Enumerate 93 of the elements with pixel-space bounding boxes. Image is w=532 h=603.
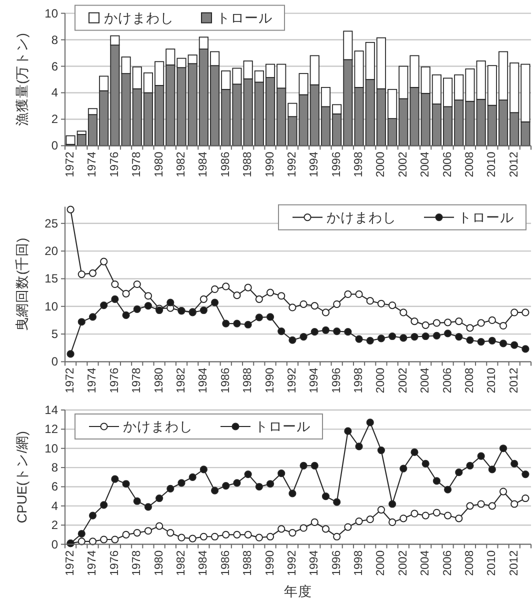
x-tick-label: 1998: [353, 550, 366, 576]
x-tick-label: 1996: [330, 152, 343, 178]
x-tick-label: 1988: [242, 368, 254, 394]
y-tick-label: 4: [51, 86, 58, 100]
y-tick-label: 8: [51, 32, 58, 47]
x-tick-label: 1990: [264, 550, 276, 576]
y-axis-title: CPUE(トン/網): [14, 431, 30, 524]
x-tick-label: 1990: [264, 368, 276, 394]
x-tick-label: 1980: [153, 550, 166, 576]
x-tick-label: 1992: [286, 550, 298, 576]
x-tick-label: 2006: [442, 550, 454, 576]
x-tick-label: 2004: [420, 151, 432, 178]
x-tick-label: 2004: [420, 550, 432, 576]
x-tick-label: 1978: [131, 152, 144, 178]
x-tick-label: 1974: [86, 367, 99, 394]
y-tick-label: 8: [51, 460, 58, 475]
x-tick-label: 1994: [308, 367, 321, 394]
x-tick-label: 2006: [442, 152, 454, 178]
legend-label: トロール: [216, 10, 272, 26]
x-tick-label: 2002: [397, 368, 410, 394]
x-tick-label: 2000: [375, 368, 388, 394]
x-tick-label: 1980: [153, 152, 166, 178]
x-tick-label: 2006: [442, 368, 454, 394]
x-tick-label: 1982: [176, 550, 188, 576]
y-tick-label: 12: [44, 422, 58, 436]
x-tick-label: 1972: [64, 550, 77, 576]
y-tick-label: 0: [51, 537, 58, 552]
x-tick-label: 1994: [308, 550, 321, 576]
x-tick-label: 1982: [176, 152, 188, 178]
legend-label: トロール: [254, 419, 310, 434]
y-tick-label: 14: [44, 403, 58, 417]
x-tick-label: 1988: [242, 152, 254, 178]
x-tick-label: 1986: [220, 152, 232, 178]
x-tick-label: 1994: [308, 151, 321, 178]
x-tick-label: 1998: [353, 368, 366, 394]
x-tick-label: 1992: [286, 368, 298, 394]
x-tick-label: 1998: [353, 152, 366, 178]
x-tick-label: 2008: [464, 152, 476, 178]
x-tick-label: 1992: [286, 152, 298, 178]
y-tick-label: 0: [51, 354, 58, 369]
x-tick-label: 2012: [508, 152, 520, 178]
y-tick-label: 6: [51, 59, 58, 74]
x-tick-label: 1976: [108, 152, 121, 178]
x-tick-label: 2012: [508, 368, 520, 394]
y-tick-label: 2: [51, 112, 58, 126]
x-tick-label: 1978: [131, 550, 144, 576]
y-tick-label: 20: [44, 244, 58, 258]
x-tick-label: 2008: [464, 550, 476, 576]
legend-label: かけまわし: [326, 210, 396, 225]
y-tick-label: 4: [51, 498, 58, 513]
x-tick-label: 1984: [198, 151, 210, 178]
legend-label: トロール: [458, 210, 514, 225]
y-tick-label: 25: [44, 216, 58, 230]
y-axis-title: 曳網回数(千回): [14, 238, 30, 331]
y-axis-title: 漁獲量(万トン): [14, 33, 30, 126]
legend-label: かけまわし: [104, 10, 174, 26]
y-tick-label: 6: [51, 480, 58, 494]
x-tick-label: 1972: [64, 368, 77, 394]
x-tick-label: 1974: [86, 151, 99, 178]
x-tick-label: 2010: [486, 550, 498, 576]
x-tick-label: 1984: [198, 367, 210, 394]
x-tick-label: 2002: [397, 152, 410, 178]
x-tick-label: 2002: [397, 550, 410, 576]
x-tick-label: 2010: [486, 368, 498, 394]
x-tick-label: 1980: [153, 368, 166, 394]
x-tick-label: 1990: [264, 152, 276, 178]
y-tick-label: 5: [51, 327, 58, 342]
x-tick-label: 1978: [131, 368, 144, 394]
x-tick-label: 1986: [220, 550, 232, 576]
y-tick-label: 2: [51, 518, 58, 532]
x-tick-label: 1996: [330, 550, 343, 576]
x-tick-label: 1986: [220, 368, 232, 394]
y-tick-label: 10: [44, 6, 58, 20]
x-tick-label: 2008: [464, 368, 476, 394]
x-tick-label: 1974: [86, 550, 99, 576]
x-tick-label: 2010: [486, 152, 498, 178]
x-tick-label: 1982: [176, 368, 188, 394]
x-tick-label: 2004: [420, 367, 432, 394]
y-tick-label: 0: [51, 138, 58, 153]
x-tick-label: 1976: [108, 368, 121, 394]
x-tick-label: 1988: [242, 550, 254, 576]
y-tick-label: 15: [44, 272, 58, 286]
x-tick-label: 1984: [198, 550, 210, 576]
x-tick-label: 1996: [330, 368, 343, 394]
x-tick-label: 1976: [108, 550, 121, 576]
y-tick-label: 10: [44, 299, 58, 314]
x-tick-label: 2000: [375, 550, 388, 576]
legend-label: かけまわし: [123, 419, 193, 434]
y-tick-label: 10: [44, 441, 58, 456]
x-tick-label: 2012: [508, 550, 520, 576]
x-axis-title: 年度: [284, 584, 312, 599]
x-tick-label: 1972: [64, 152, 77, 178]
x-tick-label: 2000: [375, 152, 388, 178]
